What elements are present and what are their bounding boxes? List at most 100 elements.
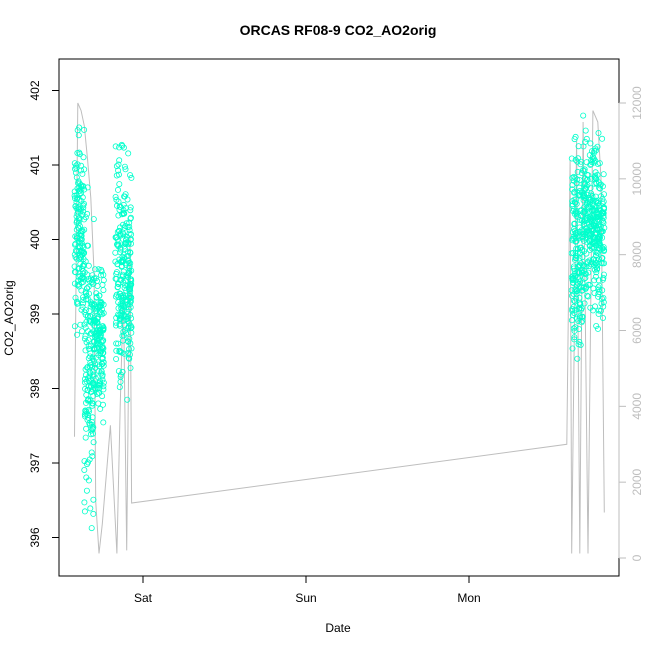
data-point	[77, 321, 84, 328]
data-point	[118, 349, 125, 356]
data-point	[593, 207, 600, 214]
data-point	[572, 199, 579, 206]
data-point	[576, 338, 583, 345]
data-point	[79, 274, 86, 281]
data-point	[72, 169, 79, 176]
line-series-layer	[74, 102, 605, 554]
data-point	[84, 242, 91, 249]
data-point	[74, 298, 81, 305]
data-point	[81, 126, 88, 133]
data-point	[96, 327, 103, 334]
data-point	[85, 414, 92, 421]
data-point	[87, 350, 94, 357]
data-point	[119, 253, 126, 260]
data-point	[92, 346, 99, 353]
data-point	[82, 347, 89, 354]
data-point	[84, 184, 91, 191]
data-point	[575, 341, 582, 348]
data-point	[582, 274, 589, 281]
data-point	[80, 300, 87, 307]
data-point	[99, 349, 106, 356]
data-point	[600, 299, 607, 306]
data-point	[91, 318, 98, 325]
data-point	[78, 186, 85, 193]
data-point	[98, 368, 105, 375]
data-point	[583, 159, 590, 166]
data-point	[601, 260, 608, 267]
data-point	[83, 410, 90, 417]
data-point	[581, 248, 588, 255]
data-point	[587, 235, 594, 242]
data-point	[589, 156, 596, 163]
data-point	[82, 371, 89, 378]
data-point	[83, 399, 90, 406]
data-point	[93, 344, 100, 351]
data-point	[115, 238, 122, 245]
data-point	[576, 234, 583, 241]
data-point	[100, 287, 107, 294]
data-point	[89, 453, 96, 460]
data-point	[86, 290, 93, 297]
data-point	[115, 186, 122, 193]
data-point	[599, 135, 606, 142]
data-point	[578, 306, 585, 313]
plot-frame	[58, 58, 620, 577]
data-point	[81, 321, 88, 328]
data-point	[92, 266, 99, 273]
data-point	[74, 205, 81, 212]
data-point	[585, 293, 592, 300]
data-point	[572, 324, 579, 331]
data-point	[580, 112, 587, 119]
data-point	[84, 387, 91, 394]
data-point	[571, 334, 578, 341]
y-tick-label: 400	[28, 229, 42, 249]
data-point	[97, 299, 104, 306]
data-point	[117, 315, 124, 322]
data-point	[125, 349, 132, 356]
data-point	[577, 187, 584, 194]
data-point	[126, 306, 133, 313]
data-point	[572, 306, 579, 313]
data-point	[74, 300, 81, 307]
data-point	[593, 252, 600, 259]
data-point	[112, 249, 119, 256]
data-point	[94, 336, 101, 343]
data-point	[572, 255, 579, 262]
x-tick-label: Mon	[457, 591, 480, 605]
data-point	[100, 386, 107, 393]
data-point	[81, 335, 88, 342]
data-point	[573, 245, 580, 252]
data-point	[589, 222, 596, 229]
data-point	[119, 368, 126, 375]
data-point	[97, 298, 104, 305]
data-point	[115, 171, 122, 178]
data-point	[123, 330, 130, 337]
data-point	[72, 294, 79, 301]
data-point	[598, 216, 605, 223]
data-point	[88, 300, 95, 307]
data-point	[582, 127, 589, 134]
data-point	[124, 196, 131, 203]
data-point	[121, 313, 128, 320]
data-point	[91, 300, 98, 307]
data-point	[82, 311, 89, 318]
data-point	[568, 250, 575, 257]
data-point	[82, 333, 89, 340]
data-point	[98, 268, 105, 275]
data-point	[575, 268, 582, 275]
data-point	[116, 157, 123, 164]
data-point	[71, 323, 78, 330]
data-point	[99, 393, 106, 400]
data-point	[592, 174, 599, 181]
data-point	[576, 301, 583, 308]
data-point	[85, 283, 92, 290]
data-point	[568, 317, 575, 324]
data-point	[586, 194, 593, 201]
data-point	[82, 214, 89, 221]
data-point	[123, 316, 130, 323]
data-point	[76, 283, 83, 290]
data-point	[580, 237, 587, 244]
data-point	[582, 285, 589, 292]
data-point	[85, 276, 92, 283]
data-point	[126, 230, 133, 237]
